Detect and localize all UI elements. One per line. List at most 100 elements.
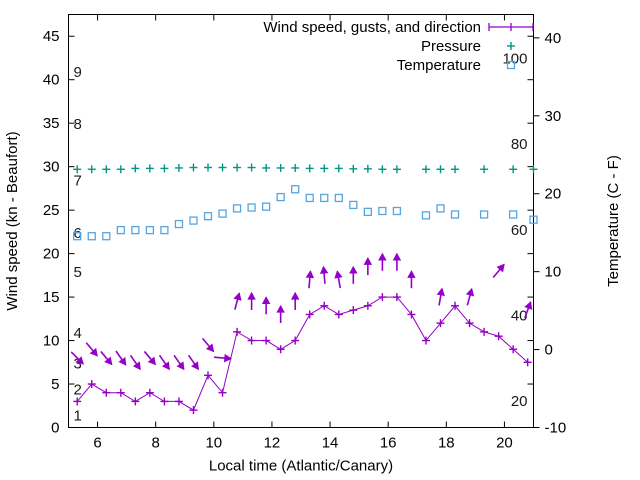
y2-axis-tick-label: 40	[545, 30, 562, 47]
wind-direction-arrow-head	[118, 356, 127, 366]
x-axis-tick-label: 12	[264, 435, 281, 452]
y-axis-tick-label: 40	[43, 72, 60, 89]
temperature-point	[276, 192, 285, 202]
wind-direction-arrow-head	[205, 343, 215, 353]
x-axis-title: Local time (Atlantic/Canary)	[209, 458, 393, 475]
wind-direction-arrow-head	[407, 270, 416, 278]
temperature-point	[305, 193, 314, 203]
beaufort-scale-label: 3	[74, 355, 82, 372]
beaufort-scale-label: 2	[74, 381, 82, 398]
wind-direction-arrow-head	[524, 301, 533, 310]
temperature-point	[87, 232, 96, 241]
wind-direction-arrow-head	[147, 356, 157, 366]
temperature-point	[145, 225, 155, 235]
y2-axis-tick-label: 10	[545, 264, 562, 281]
wind-direction-arrow-head	[319, 265, 329, 274]
legend-label-3: Temperature	[397, 57, 481, 74]
wind-direction-arrow-head	[290, 291, 300, 300]
x-axis-tick-label: 8	[152, 435, 160, 452]
wind-direction-arrow-head	[104, 356, 113, 366]
y2-axis-title: Temperature (C - F)	[605, 155, 622, 287]
x-axis-tick-label: 20	[496, 435, 513, 452]
y-axis-tick-label: 45	[43, 28, 60, 45]
wind-direction-arrow-head	[161, 361, 170, 371]
fahrenheit-scale-label: 80	[511, 136, 528, 153]
wind-speed-line	[76, 296, 529, 411]
temperature-point	[479, 210, 489, 219]
fahrenheit-scale-label: 40	[511, 308, 528, 325]
y-axis-tick-label: 30	[43, 159, 60, 176]
wind-direction-arrow-head	[247, 291, 256, 300]
temperature-point	[450, 210, 460, 219]
temperature-point	[529, 215, 538, 224]
temperature-point	[349, 200, 358, 210]
beaufort-scale-label: 1	[74, 407, 82, 424]
temperature-point	[334, 193, 343, 203]
temperature-point	[102, 232, 111, 241]
fahrenheit-scale-label: 60	[511, 222, 528, 239]
y-axis-tick-label: 35	[43, 115, 60, 132]
temperature-point	[203, 212, 213, 221]
y2-axis-tick-label: -10	[545, 420, 567, 437]
x-axis-tick-label: 18	[438, 435, 455, 452]
wind-direction-arrow-head	[75, 356, 84, 365]
wind-direction-arrow-head	[132, 361, 141, 371]
x-axis-tick-label: 16	[380, 435, 397, 452]
x-axis-tick-label: 10	[205, 435, 222, 452]
fahrenheit-scale-label: 100	[502, 50, 527, 67]
y2-axis-tick-label: 30	[545, 108, 562, 125]
wind-direction-arrow-head	[465, 287, 475, 297]
temperature-point	[392, 206, 402, 216]
legend-marker-temperature	[506, 60, 516, 70]
beaufort-scale-label: 9	[74, 64, 82, 81]
temperature-point	[131, 225, 140, 235]
y-axis-tick-label: 0	[51, 420, 59, 437]
wind-direction-arrow-head	[223, 353, 233, 363]
temperature-point	[218, 209, 227, 218]
temperature-point	[378, 206, 387, 216]
beaufort-scale-label: 4	[74, 325, 82, 342]
temperature-point	[247, 203, 256, 212]
temperature-point	[232, 204, 242, 213]
wind-direction-arrow-head	[176, 361, 185, 371]
wind-direction-arrow-head	[334, 270, 343, 279]
wind-direction-arrow-head	[496, 263, 505, 273]
y-axis-tick-label: 10	[43, 333, 60, 350]
temperature-point	[160, 225, 169, 235]
y-axis-title: Wind speed (kn - Beaufort)	[4, 131, 21, 310]
temperature-point	[261, 202, 271, 211]
wind-direction-arrow-head	[349, 265, 358, 274]
wind-direction-arrow-head	[191, 361, 199, 371]
temperature-point	[363, 207, 372, 217]
wind-direction-arrow-head	[392, 252, 402, 261]
wind-direction-arrow-head	[436, 287, 445, 297]
y2-axis-tick-label: 20	[545, 186, 562, 203]
temperature-point	[421, 211, 431, 220]
temperature-point	[291, 185, 300, 194]
wind-direction-arrow-head	[378, 252, 387, 261]
y-axis-tick-label: 20	[43, 246, 60, 263]
temperature-point	[116, 225, 125, 235]
wind-direction-arrow-head	[261, 296, 271, 304]
beaufort-scale-label: 5	[74, 264, 82, 281]
beaufort-scale-label: 7	[74, 173, 82, 190]
wind-direction-arrow-head	[276, 304, 285, 313]
beaufort-scale-label: 8	[74, 116, 82, 133]
temperature-point	[509, 210, 518, 219]
temperature-point	[73, 232, 82, 241]
plot-frame	[68, 14, 534, 428]
legend-label-2: Pressure	[421, 38, 481, 55]
wind-direction-arrow-head	[363, 257, 373, 265]
beaufort-scale-label: 6	[74, 225, 82, 242]
wind-direction-arrow-head	[305, 270, 315, 279]
y-axis-tick-label: 15	[43, 289, 60, 306]
y-axis-tick-label: 25	[43, 202, 60, 219]
temperature-point	[436, 204, 445, 213]
y-axis-tick-label: 5	[51, 376, 59, 393]
wind-direction-arrow-head	[89, 347, 98, 357]
legend-label-1: Wind speed, gusts, and direction	[263, 19, 481, 36]
y2-axis-tick-label: 0	[545, 342, 553, 359]
x-axis-tick-label: 14	[322, 435, 339, 452]
